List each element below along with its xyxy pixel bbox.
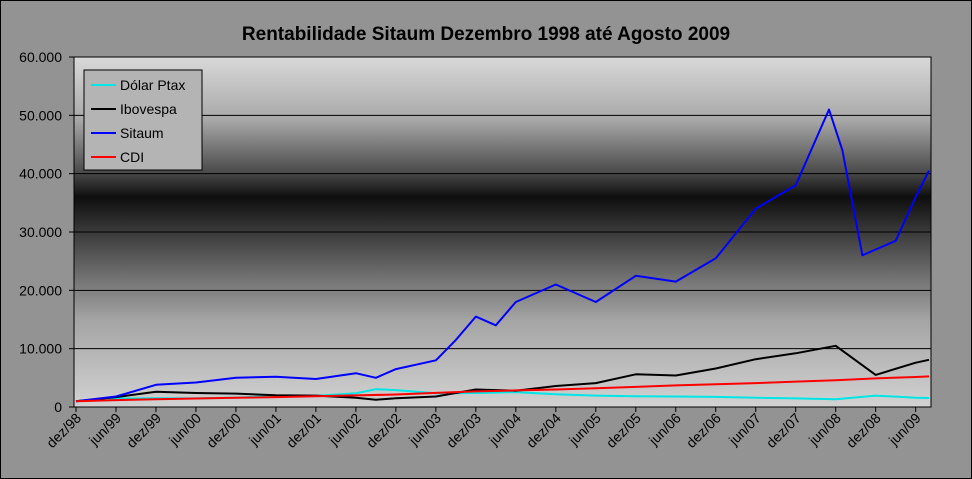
series-line-sitaum — [75, 108, 930, 403]
legend-label: Ibovespa — [120, 101, 177, 117]
y-tick-label: 50.000 — [19, 107, 62, 123]
legend-label: Dólar Ptax — [120, 77, 185, 93]
legend-label: CDI — [120, 149, 144, 165]
y-tick-label: 30.000 — [19, 224, 62, 240]
gridlines — [74, 56, 931, 350]
y-tick-label: 40.000 — [19, 166, 62, 182]
y-tick-label: 0 — [54, 399, 62, 415]
legend: Dólar Ptax Ibovespa Sitaum CDI — [83, 69, 203, 171]
series-lines — [75, 108, 930, 403]
y-tick-label: 60.000 — [19, 49, 62, 65]
legend-box — [83, 69, 203, 171]
chart-title: Rentabilidade Sitaum Dezembro 1998 até A… — [242, 24, 730, 45]
y-tick-label: 20.000 — [19, 282, 62, 298]
y-axis: 0 10.000 20.000 30.000 40.000 50.000 60.000 — [19, 49, 74, 415]
y-tick-label: 10.000 — [19, 341, 62, 357]
legend-label: Sitaum — [120, 125, 164, 141]
series-line-cdi — [75, 375, 930, 403]
